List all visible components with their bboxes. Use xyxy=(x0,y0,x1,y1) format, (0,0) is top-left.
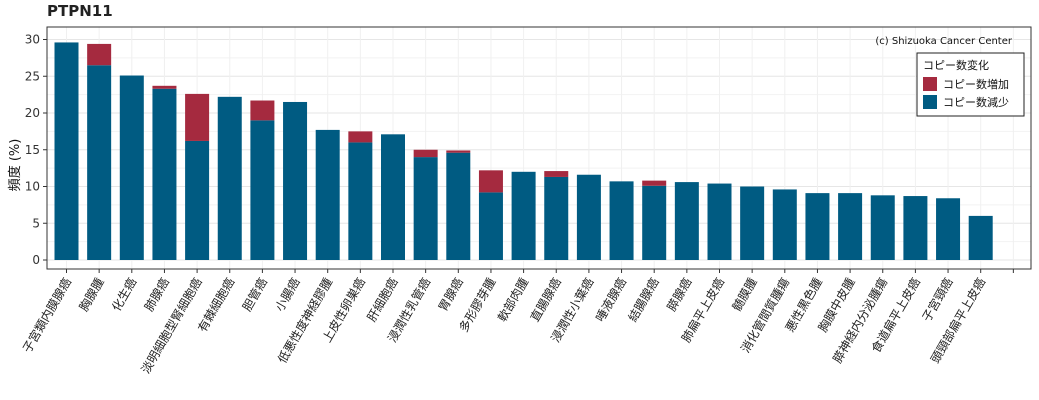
bars xyxy=(54,42,993,261)
bar-decrease xyxy=(250,120,275,260)
bar-increase xyxy=(250,100,275,121)
y-tick-label: 5 xyxy=(32,216,40,230)
y-axis-label: 頻度 (%) xyxy=(7,139,23,192)
bar-decrease xyxy=(119,75,144,260)
bar-decrease xyxy=(446,152,471,260)
bar-decrease xyxy=(413,157,438,260)
bar-decrease xyxy=(478,192,503,260)
x-tick-label: 肺腺癌 xyxy=(141,275,172,314)
bar-decrease xyxy=(805,193,830,260)
x-tick-label: 子宮頸癌 xyxy=(919,275,956,324)
y-axis: 0 5 10 15 20 25 30 xyxy=(25,33,47,267)
y-tick-label: 20 xyxy=(25,106,40,120)
bar-decrease xyxy=(903,196,928,260)
x-tick-label: 胆管癌 xyxy=(239,275,270,314)
panel-border xyxy=(46,26,1032,270)
x-tick-label: 唾液腺癌 xyxy=(592,275,629,324)
bar-decrease xyxy=(609,181,634,260)
legend: コピー数変化 コピー数増加 コピー数減少 xyxy=(916,52,1025,117)
bar-decrease xyxy=(674,182,699,260)
bar-increase xyxy=(413,149,438,158)
bar-decrease xyxy=(740,186,765,260)
bar-decrease xyxy=(642,185,667,260)
bar-decrease xyxy=(348,142,373,260)
x-tick-label: 髄膜腫 xyxy=(729,275,760,314)
bar-decrease xyxy=(54,42,79,260)
chart-title: PTPN11 xyxy=(47,2,113,20)
x-tick-label: 膵腺癌 xyxy=(663,275,694,314)
x-tick-label: 軟部肉腫 xyxy=(494,275,531,324)
x-tick-label: 結腸腺癌 xyxy=(625,275,662,324)
y-tick-label: 10 xyxy=(25,180,40,194)
bar-decrease xyxy=(576,174,601,260)
bar-decrease xyxy=(87,65,112,260)
legend-swatch-increase xyxy=(923,77,937,91)
bar-decrease xyxy=(152,88,177,261)
x-tick-label: 小腸癌 xyxy=(272,275,303,314)
bar-decrease xyxy=(838,193,863,260)
bar-decrease xyxy=(544,176,569,260)
bar-increase xyxy=(544,171,569,177)
bar-decrease xyxy=(217,96,242,260)
x-tick-label: 淡明細胞型腎細胞癌 xyxy=(138,275,205,376)
bar-increase xyxy=(152,85,177,89)
bar-decrease xyxy=(707,183,732,260)
x-tick-label: 子宮類内膜腺癌 xyxy=(19,275,74,355)
bar-increase xyxy=(87,43,112,66)
x-tick-label: 胃腺癌 xyxy=(435,275,466,314)
legend-swatch-decrease xyxy=(923,95,937,109)
y-tick-label: 0 xyxy=(32,253,40,267)
legend-label-decrease: コピー数減少 xyxy=(943,95,1009,109)
x-tick-label: 胸腺腫 xyxy=(76,275,107,314)
x-tick-label: 化生癌 xyxy=(108,275,139,314)
bar-decrease xyxy=(772,189,797,260)
bar-increase xyxy=(446,150,471,153)
bar-decrease xyxy=(511,171,536,260)
bar-increase xyxy=(642,180,667,186)
grid xyxy=(47,27,1031,269)
y-tick-label: 15 xyxy=(25,143,40,157)
bar-decrease xyxy=(283,101,308,260)
bar-increase xyxy=(478,170,503,193)
legend-title: コピー数変化 xyxy=(923,58,989,72)
bar-increase xyxy=(185,93,210,141)
bar-decrease xyxy=(315,129,340,260)
credit-text: (c) Shizuoka Cancer Center xyxy=(875,36,1013,47)
y-tick-label: 30 xyxy=(25,33,40,47)
x-tick-label: 肝細胞癌 xyxy=(364,275,401,324)
legend-label-increase: コピー数増加 xyxy=(943,78,1009,91)
bar-decrease xyxy=(870,195,895,260)
y-tick-label: 25 xyxy=(25,69,40,83)
bar-decrease xyxy=(968,215,993,260)
bar-decrease xyxy=(185,140,210,260)
bar-decrease xyxy=(936,198,961,260)
bar-decrease xyxy=(381,134,405,260)
x-tick-label: 直腸腺癌 xyxy=(527,275,564,324)
bar-increase xyxy=(348,131,373,143)
